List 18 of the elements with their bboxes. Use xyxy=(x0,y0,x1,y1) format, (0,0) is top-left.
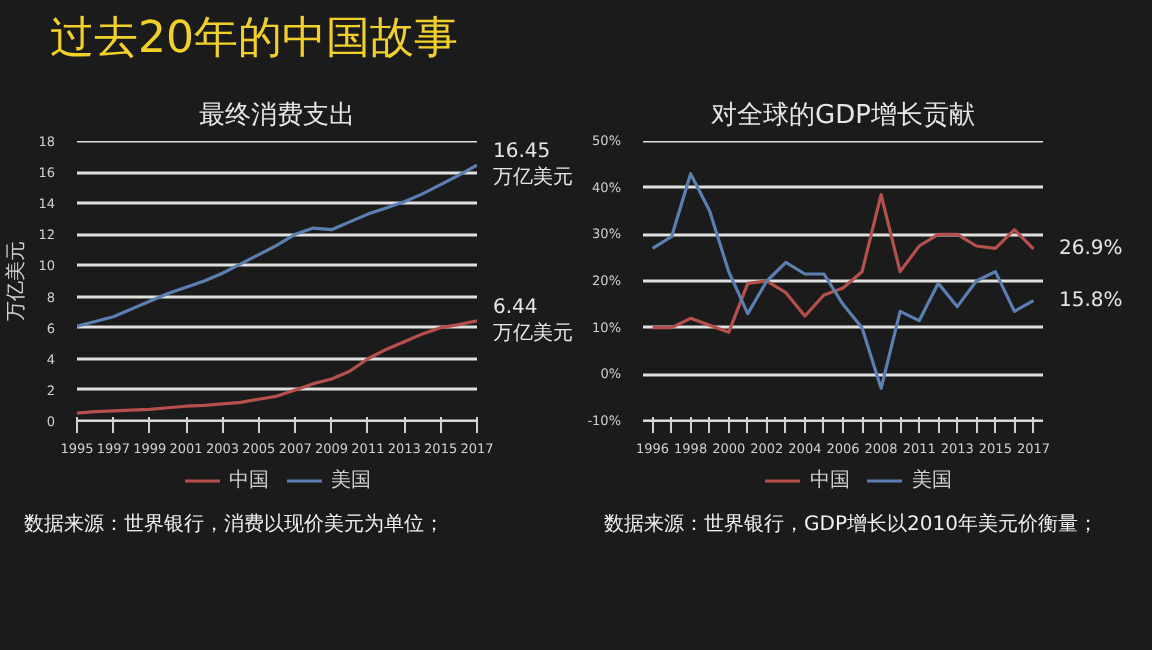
y-axis-title: 万亿美元 xyxy=(4,241,29,321)
line-series xyxy=(77,319,477,415)
line-series xyxy=(650,172,1036,390)
annotation: 26.9% xyxy=(1059,237,1123,260)
line-series xyxy=(77,163,477,328)
line-series xyxy=(650,193,1036,334)
legend-label: 中国 xyxy=(229,467,269,494)
annotation: 16.45 万亿美元 xyxy=(493,140,573,190)
chart-title: 对全球的GDP增长贡献 xyxy=(711,101,975,131)
chart-title: 最终消费支出 xyxy=(199,101,355,131)
annotation: 15.8% xyxy=(1059,289,1123,312)
text: 过去20年的中国故事 xyxy=(50,12,458,68)
legend-label: 美国 xyxy=(912,467,952,494)
legend-label: 中国 xyxy=(810,467,850,494)
source-note: 数据来源：世界银行，消费以现价美元为单位； xyxy=(24,512,444,540)
annotation: 6.44 万亿美元 xyxy=(493,296,573,346)
legend-label: 美国 xyxy=(331,467,371,494)
source-note: 数据来源：世界银行，GDP增长以2010年美元价衡量； xyxy=(604,512,1098,540)
